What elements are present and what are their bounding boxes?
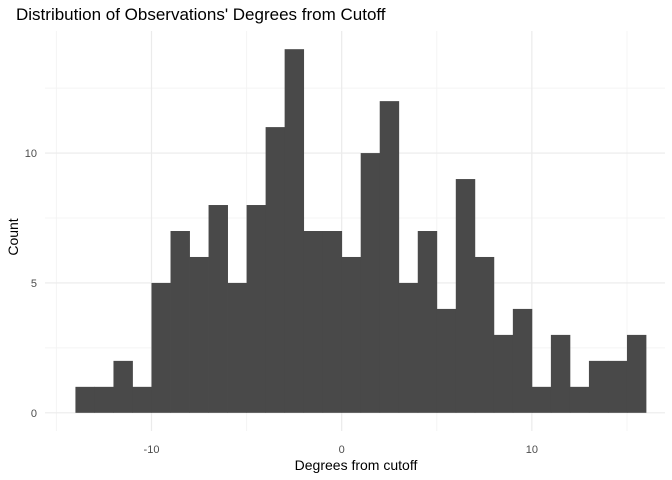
histogram-bar bbox=[436, 308, 457, 413]
chart-title: Distribution of Observations' Degrees fr… bbox=[16, 5, 386, 24]
histogram-bar bbox=[284, 49, 305, 413]
histogram-bar bbox=[113, 360, 133, 413]
histogram-bar bbox=[588, 360, 609, 413]
histogram-bar bbox=[512, 308, 533, 413]
histogram-bar bbox=[474, 256, 495, 413]
histogram-bar bbox=[341, 256, 362, 413]
histogram-bar bbox=[75, 386, 95, 413]
histogram-bar bbox=[531, 386, 552, 413]
histogram-bar bbox=[132, 386, 152, 413]
histogram-bar bbox=[322, 231, 343, 413]
y-axis-title: Count bbox=[5, 218, 21, 255]
x-tick-label: -10 bbox=[144, 444, 160, 456]
histogram-bar bbox=[189, 256, 209, 413]
y-tick-labels: 0 5 10 bbox=[25, 148, 37, 420]
y-tick-label: 0 bbox=[31, 408, 37, 420]
x-tick-labels: -10 0 10 bbox=[144, 444, 538, 456]
y-tick-label: 5 bbox=[31, 278, 37, 290]
histogram-bar bbox=[360, 153, 381, 413]
histogram-bar bbox=[493, 334, 514, 413]
histogram-bar bbox=[227, 282, 247, 413]
histogram-bar bbox=[379, 101, 400, 413]
histogram-bar bbox=[550, 334, 571, 413]
x-axis-title: Degrees from cutoff bbox=[295, 457, 418, 473]
histogram-bar bbox=[246, 205, 267, 413]
histogram-bar bbox=[626, 334, 647, 413]
histogram-bar bbox=[208, 205, 228, 413]
histogram-bar bbox=[455, 179, 476, 413]
histogram-bars bbox=[75, 49, 647, 413]
y-tick-label: 10 bbox=[25, 148, 37, 160]
histogram-bar bbox=[417, 231, 438, 413]
histogram-bar bbox=[607, 360, 628, 413]
x-tick-label: 0 bbox=[339, 444, 345, 456]
histogram-bar bbox=[398, 282, 419, 413]
histogram-bar bbox=[265, 127, 286, 413]
histogram-bar bbox=[569, 386, 590, 413]
histogram-bar bbox=[151, 282, 171, 413]
x-tick-label: 10 bbox=[526, 444, 538, 456]
histogram-bar bbox=[170, 231, 190, 413]
histogram-bar bbox=[94, 386, 114, 413]
histogram-bar bbox=[303, 231, 324, 413]
